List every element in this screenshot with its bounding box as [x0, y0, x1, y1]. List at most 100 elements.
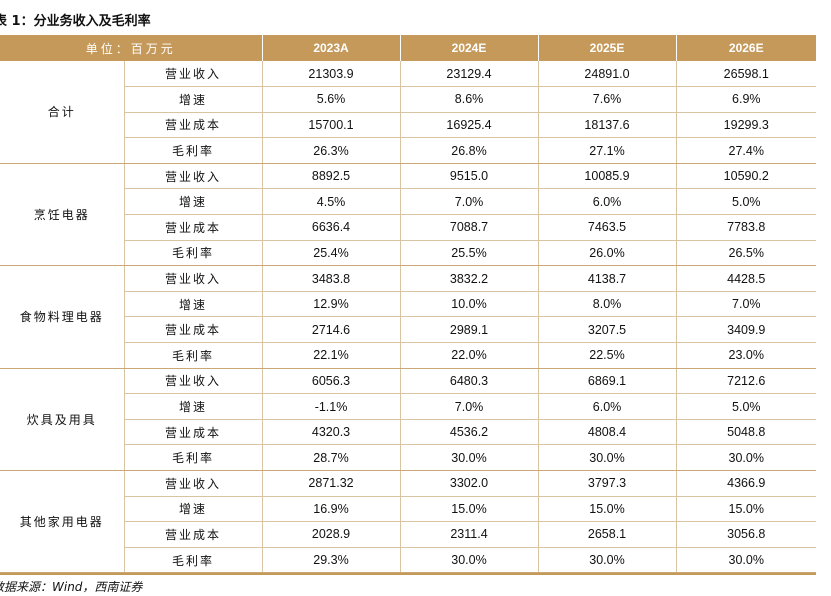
- value-cell: 12.9%: [262, 291, 401, 318]
- value-cell: 15700.1: [262, 112, 401, 139]
- value-cell: 4536.2: [400, 419, 539, 446]
- value-cell: 7.6%: [538, 86, 677, 113]
- table-row: 营业成本 2714.6 2989.1 3207.5 3409.9: [0, 316, 817, 344]
- source-note: 数据来源：Wind，西南证券: [0, 580, 143, 594]
- value-cell: 4.5%: [262, 188, 401, 216]
- table-row: 增速 -1.1% 7.0% 6.0% 5.0%: [0, 393, 817, 420]
- value-cell: 15.0%: [400, 496, 539, 523]
- group-name: 其他家用电器: [0, 470, 125, 574]
- value-cell: 9515.0: [400, 163, 539, 190]
- metric-label: 营业收入: [124, 163, 263, 190]
- table-row: 毛利率 26.3% 26.8% 27.1% 27.4%: [0, 137, 817, 164]
- value-cell: 25.4%: [262, 240, 401, 267]
- table-row: 毛利率 25.4% 25.5% 26.0% 26.5%: [0, 240, 817, 267]
- year-header: 2025E: [538, 35, 677, 61]
- value-cell: 2311.4: [400, 521, 539, 548]
- value-cell: 30.0%: [400, 547, 539, 574]
- value-cell: 24891.0: [538, 61, 677, 88]
- value-cell: 7212.6: [676, 368, 817, 395]
- metric-label: 营业成本: [124, 112, 263, 139]
- table-row: 营业成本 6636.4 7088.7 7463.5 7783.8: [0, 214, 817, 241]
- table-row: 毛利率 22.1% 22.0% 22.5% 23.0%: [0, 342, 817, 369]
- table-row: 毛利率 28.7% 30.0% 30.0% 30.0%: [0, 444, 817, 471]
- value-cell: 6869.1: [538, 368, 677, 395]
- metric-label: 营业成本: [124, 521, 263, 548]
- table-body: 合计 营业收入 21303.9 23129.4 24891.0 26598.1 增速 5.6%…: [0, 61, 817, 574]
- value-cell: 8892.5: [262, 163, 401, 190]
- metric-label: 增速: [124, 291, 263, 318]
- value-cell: 18137.6: [538, 112, 677, 139]
- value-cell: 6.0%: [538, 393, 677, 420]
- value-cell: 6636.4: [262, 214, 401, 241]
- value-cell: 8.6%: [400, 86, 539, 113]
- value-cell: 7.0%: [676, 291, 817, 318]
- unit-header: 单位：百万元: [0, 35, 263, 61]
- value-cell: 16925.4: [400, 112, 539, 139]
- value-cell: 10085.9: [538, 163, 677, 190]
- metric-label: 营业成本: [124, 214, 263, 241]
- table-row: 营业成本 15700.1 16925.4 18137.6 19299.3: [0, 112, 817, 139]
- value-cell: 3302.0: [400, 470, 539, 497]
- value-cell: 2028.9: [262, 521, 401, 548]
- value-cell: 29.3%: [262, 547, 401, 574]
- value-cell: 8.0%: [538, 291, 677, 318]
- table-row: 炊具及用具 营业收入 6056.3 6480.3 6869.1 7212.6: [0, 368, 817, 472]
- value-cell: 28.7%: [262, 444, 401, 471]
- value-cell: 6480.3: [400, 368, 539, 395]
- value-cell: 7.0%: [400, 393, 539, 420]
- value-cell: 26598.1: [676, 61, 817, 88]
- value-cell: 7783.8: [676, 214, 817, 241]
- metric-label: 营业收入: [124, 470, 263, 497]
- value-cell: 30.0%: [538, 547, 677, 574]
- value-cell: 26.8%: [400, 137, 539, 164]
- value-cell: 3207.5: [538, 316, 677, 344]
- metric-label: 增速: [124, 86, 263, 113]
- value-cell: 15.0%: [538, 496, 677, 523]
- header-row: 单位：百万元 2023A 2024E 2025E 2026E: [0, 35, 817, 61]
- value-cell: 7088.7: [400, 214, 539, 241]
- value-cell: 5.0%: [676, 393, 817, 420]
- metric-label: 毛利率: [124, 240, 263, 267]
- metric-label: 营业成本: [124, 316, 263, 344]
- value-cell: 26.3%: [262, 137, 401, 164]
- value-cell: 4320.3: [262, 419, 401, 446]
- value-cell: 26.5%: [676, 240, 817, 267]
- table-title: 表 1：分业务收入及毛利率: [0, 14, 151, 29]
- value-cell: 4428.5: [676, 265, 817, 292]
- value-cell: 3483.8: [262, 265, 401, 292]
- value-cell: 3832.2: [400, 265, 539, 292]
- value-cell: 19299.3: [676, 112, 817, 139]
- metric-label: 营业收入: [124, 265, 263, 292]
- value-cell: 6.0%: [538, 188, 677, 216]
- value-cell: 6056.3: [262, 368, 401, 395]
- metric-label: 增速: [124, 496, 263, 523]
- value-cell: 4366.9: [676, 470, 817, 497]
- value-cell: 22.5%: [538, 342, 677, 369]
- group-name: 合计: [0, 61, 125, 164]
- table-row: 食物料理电器 营业收入 3483.8 3832.2 4138.7 4428.5: [0, 265, 817, 369]
- metric-label: 营业成本: [124, 419, 263, 446]
- metric-label: 毛利率: [124, 547, 263, 574]
- bottom-rule: [0, 573, 816, 575]
- value-cell: 5.6%: [262, 86, 401, 113]
- value-cell: 3056.8: [676, 521, 817, 548]
- value-cell: 22.1%: [262, 342, 401, 369]
- group-name: 食物料理电器: [0, 265, 125, 369]
- group-name: 烹饪电器: [0, 163, 125, 267]
- business-revenue-table: 单位：百万元 2023A 2024E 2025E 2026E 合计 营业收入 213…: [0, 35, 817, 574]
- value-cell: 4138.7: [538, 265, 677, 292]
- value-cell: 4808.4: [538, 419, 677, 446]
- table-row: 营业成本 2028.9 2311.4 2658.1 3056.8: [0, 521, 817, 548]
- value-cell: 27.4%: [676, 137, 817, 164]
- table-row: 增速 4.5% 7.0% 6.0% 5.0%: [0, 188, 817, 216]
- metric-label: 毛利率: [124, 137, 263, 164]
- value-cell: 6.9%: [676, 86, 817, 113]
- group-name: 炊具及用具: [0, 368, 125, 472]
- value-cell: 7.0%: [400, 188, 539, 216]
- table-row: 增速 5.6% 8.6% 7.6% 6.9%: [0, 86, 817, 113]
- value-cell: 25.5%: [400, 240, 539, 267]
- value-cell: 2871.32: [262, 470, 401, 497]
- year-header: 2023A: [262, 35, 401, 61]
- value-cell: 30.0%: [676, 547, 817, 574]
- metric-label: 增速: [124, 188, 263, 216]
